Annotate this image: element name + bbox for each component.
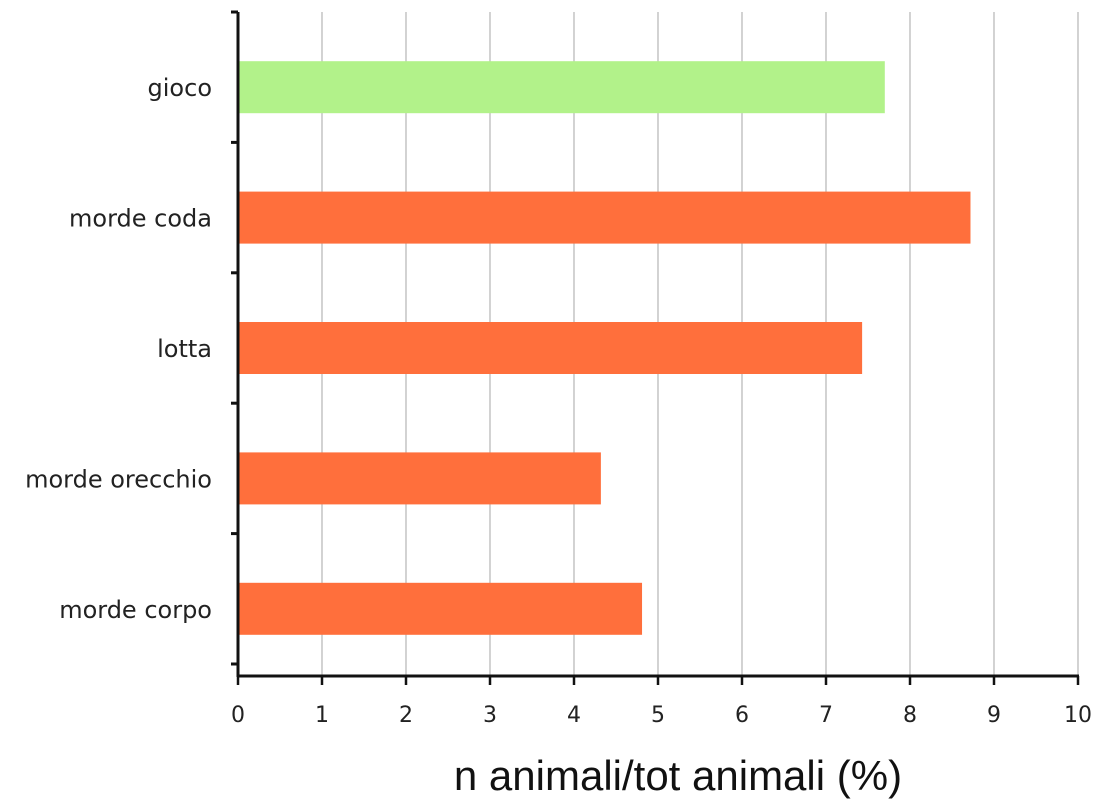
bar-morde-corpo [238,582,643,635]
x-tick-labels: 0 1 2 3 4 5 6 7 8 9 10 [231,703,1092,728]
category-label: morde coda [69,205,212,233]
category-label: morde orecchio [25,465,212,493]
x-tick-label: 2 [399,703,413,728]
x-tick-label: 10 [1064,703,1092,728]
x-tick-label: 0 [231,703,245,728]
x-tick-label: 9 [987,703,1001,728]
x-tick-label: 5 [651,703,665,728]
x-tick-label: 3 [483,703,497,728]
x-tick-label: 8 [903,703,917,728]
category-label: gioco [148,74,212,102]
category-label: lotta [157,335,212,363]
x-tick-label: 6 [735,703,749,728]
bar-morde-orecchio [238,452,601,505]
bar-gioco [238,61,885,114]
bar-lotta [238,322,863,374]
x-tick-label: 7 [819,703,833,728]
bars [238,61,971,635]
category-label: morde corpo [59,596,212,624]
category-labels: gioco morde coda lotta morde orecchio morde … [25,74,212,624]
x-tick-label: 1 [315,703,329,728]
x-axis-title: n animali/tot animali (%) [454,752,902,799]
axes [231,10,1080,685]
x-tick-label: 4 [567,703,581,728]
bar-morde-coda [238,191,971,244]
